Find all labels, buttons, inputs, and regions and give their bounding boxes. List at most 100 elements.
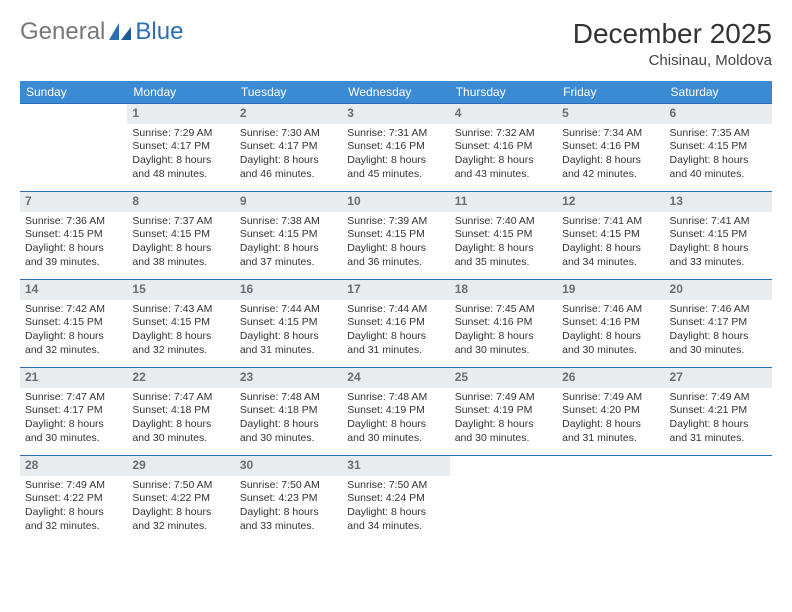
sunset-text: Sunset: 4:17 PM: [240, 140, 337, 154]
day-info: Sunrise: 7:34 AMSunset: 4:16 PMDaylight:…: [557, 124, 664, 188]
daylight-line1: Daylight: 8 hours: [562, 154, 659, 168]
daylight-line1: Daylight: 8 hours: [132, 330, 229, 344]
sunset-text: Sunset: 4:19 PM: [347, 404, 444, 418]
sunrise-text: Sunrise: 7:36 AM: [25, 215, 122, 229]
daylight-line2: and 30 minutes.: [670, 344, 767, 358]
day-info: Sunrise: 7:30 AMSunset: 4:17 PMDaylight:…: [235, 124, 342, 188]
sunset-text: Sunset: 4:18 PM: [132, 404, 229, 418]
day-cell: 15Sunrise: 7:43 AMSunset: 4:15 PMDayligh…: [127, 279, 234, 367]
day-info: Sunrise: 7:35 AMSunset: 4:15 PMDaylight:…: [665, 124, 772, 188]
day-info: Sunrise: 7:45 AMSunset: 4:16 PMDaylight:…: [450, 300, 557, 364]
empty-cell: [20, 103, 127, 191]
day-number: 6: [665, 103, 772, 124]
day-info: Sunrise: 7:44 AMSunset: 4:16 PMDaylight:…: [342, 300, 449, 364]
sunrise-text: Sunrise: 7:44 AM: [347, 303, 444, 317]
daylight-line1: Daylight: 8 hours: [455, 330, 552, 344]
daylight-line2: and 30 minutes.: [240, 432, 337, 446]
sunrise-text: Sunrise: 7:42 AM: [25, 303, 122, 317]
empty-cell: [557, 455, 664, 543]
weekday-wednesday: Wednesday: [342, 81, 449, 103]
day-info: Sunrise: 7:38 AMSunset: 4:15 PMDaylight:…: [235, 212, 342, 276]
sunset-text: Sunset: 4:15 PM: [670, 228, 767, 242]
sunset-text: Sunset: 4:21 PM: [670, 404, 767, 418]
day-number: 1: [127, 103, 234, 124]
day-number: 2: [235, 103, 342, 124]
calendar-table: SundayMondayTuesdayWednesdayThursdayFrid…: [20, 81, 772, 543]
daylight-line2: and 35 minutes.: [455, 256, 552, 270]
sunset-text: Sunset: 4:19 PM: [455, 404, 552, 418]
daylight-line1: Daylight: 8 hours: [25, 418, 122, 432]
sunset-text: Sunset: 4:16 PM: [455, 316, 552, 330]
day-cell: 19Sunrise: 7:46 AMSunset: 4:16 PMDayligh…: [557, 279, 664, 367]
sunrise-text: Sunrise: 7:46 AM: [562, 303, 659, 317]
day-number: 13: [665, 191, 772, 212]
day-info: Sunrise: 7:29 AMSunset: 4:17 PMDaylight:…: [127, 124, 234, 188]
sunrise-text: Sunrise: 7:48 AM: [240, 391, 337, 405]
daylight-line1: Daylight: 8 hours: [670, 242, 767, 256]
empty-cell: [665, 455, 772, 543]
sunrise-text: Sunrise: 7:34 AM: [562, 127, 659, 141]
sunrise-text: Sunrise: 7:38 AM: [240, 215, 337, 229]
sunset-text: Sunset: 4:15 PM: [25, 228, 122, 242]
sunrise-text: Sunrise: 7:35 AM: [670, 127, 767, 141]
daylight-line2: and 32 minutes.: [25, 520, 122, 534]
daylight-line2: and 31 minutes.: [347, 344, 444, 358]
sunrise-text: Sunrise: 7:37 AM: [132, 215, 229, 229]
day-cell: 23Sunrise: 7:48 AMSunset: 4:18 PMDayligh…: [235, 367, 342, 455]
daylight-line2: and 45 minutes.: [347, 168, 444, 182]
daylight-line2: and 33 minutes.: [670, 256, 767, 270]
daylight-line2: and 36 minutes.: [347, 256, 444, 270]
weekday-sunday: Sunday: [20, 81, 127, 103]
sunset-text: Sunset: 4:15 PM: [132, 316, 229, 330]
daylight-line1: Daylight: 8 hours: [347, 418, 444, 432]
daylight-line1: Daylight: 8 hours: [562, 418, 659, 432]
daylight-line2: and 32 minutes.: [132, 344, 229, 358]
day-number: 12: [557, 191, 664, 212]
sunset-text: Sunset: 4:22 PM: [25, 492, 122, 506]
daylight-line1: Daylight: 8 hours: [25, 330, 122, 344]
sunrise-text: Sunrise: 7:49 AM: [25, 479, 122, 493]
daylight-line2: and 32 minutes.: [25, 344, 122, 358]
daylight-line1: Daylight: 8 hours: [455, 242, 552, 256]
day-info: Sunrise: 7:47 AMSunset: 4:18 PMDaylight:…: [127, 388, 234, 452]
day-cell: 27Sunrise: 7:49 AMSunset: 4:21 PMDayligh…: [665, 367, 772, 455]
day-cell: 1Sunrise: 7:29 AMSunset: 4:17 PMDaylight…: [127, 103, 234, 191]
daylight-line2: and 38 minutes.: [132, 256, 229, 270]
daylight-line1: Daylight: 8 hours: [347, 506, 444, 520]
sunrise-text: Sunrise: 7:50 AM: [132, 479, 229, 493]
day-cell: 12Sunrise: 7:41 AMSunset: 4:15 PMDayligh…: [557, 191, 664, 279]
day-cell: 13Sunrise: 7:41 AMSunset: 4:15 PMDayligh…: [665, 191, 772, 279]
daylight-line2: and 30 minutes.: [25, 432, 122, 446]
day-cell: 3Sunrise: 7:31 AMSunset: 4:16 PMDaylight…: [342, 103, 449, 191]
daylight-line2: and 33 minutes.: [240, 520, 337, 534]
sunset-text: Sunset: 4:15 PM: [240, 228, 337, 242]
day-cell: 18Sunrise: 7:45 AMSunset: 4:16 PMDayligh…: [450, 279, 557, 367]
location-label: Chisinau, Moldova: [573, 52, 772, 69]
day-number: 8: [127, 191, 234, 212]
day-number: 30: [235, 455, 342, 476]
day-cell: 25Sunrise: 7:49 AMSunset: 4:19 PMDayligh…: [450, 367, 557, 455]
daylight-line2: and 30 minutes.: [562, 344, 659, 358]
day-number: 29: [127, 455, 234, 476]
sunrise-text: Sunrise: 7:49 AM: [562, 391, 659, 405]
sunrise-text: Sunrise: 7:45 AM: [455, 303, 552, 317]
daylight-line2: and 30 minutes.: [132, 432, 229, 446]
day-info: Sunrise: 7:48 AMSunset: 4:18 PMDaylight:…: [235, 388, 342, 452]
day-cell: 14Sunrise: 7:42 AMSunset: 4:15 PMDayligh…: [20, 279, 127, 367]
sunset-text: Sunset: 4:17 PM: [25, 404, 122, 418]
sail-icon: [109, 23, 131, 41]
day-cell: 30Sunrise: 7:50 AMSunset: 4:23 PMDayligh…: [235, 455, 342, 543]
daylight-line1: Daylight: 8 hours: [25, 506, 122, 520]
sunset-text: Sunset: 4:20 PM: [562, 404, 659, 418]
day-number: 17: [342, 279, 449, 300]
week-row: 21Sunrise: 7:47 AMSunset: 4:17 PMDayligh…: [20, 367, 772, 455]
sunset-text: Sunset: 4:15 PM: [132, 228, 229, 242]
sunrise-text: Sunrise: 7:50 AM: [347, 479, 444, 493]
day-cell: 2Sunrise: 7:30 AMSunset: 4:17 PMDaylight…: [235, 103, 342, 191]
day-cell: 5Sunrise: 7:34 AMSunset: 4:16 PMDaylight…: [557, 103, 664, 191]
day-info: Sunrise: 7:46 AMSunset: 4:16 PMDaylight:…: [557, 300, 664, 364]
daylight-line1: Daylight: 8 hours: [455, 418, 552, 432]
day-number: 18: [450, 279, 557, 300]
weekday-monday: Monday: [127, 81, 234, 103]
day-cell: 31Sunrise: 7:50 AMSunset: 4:24 PMDayligh…: [342, 455, 449, 543]
